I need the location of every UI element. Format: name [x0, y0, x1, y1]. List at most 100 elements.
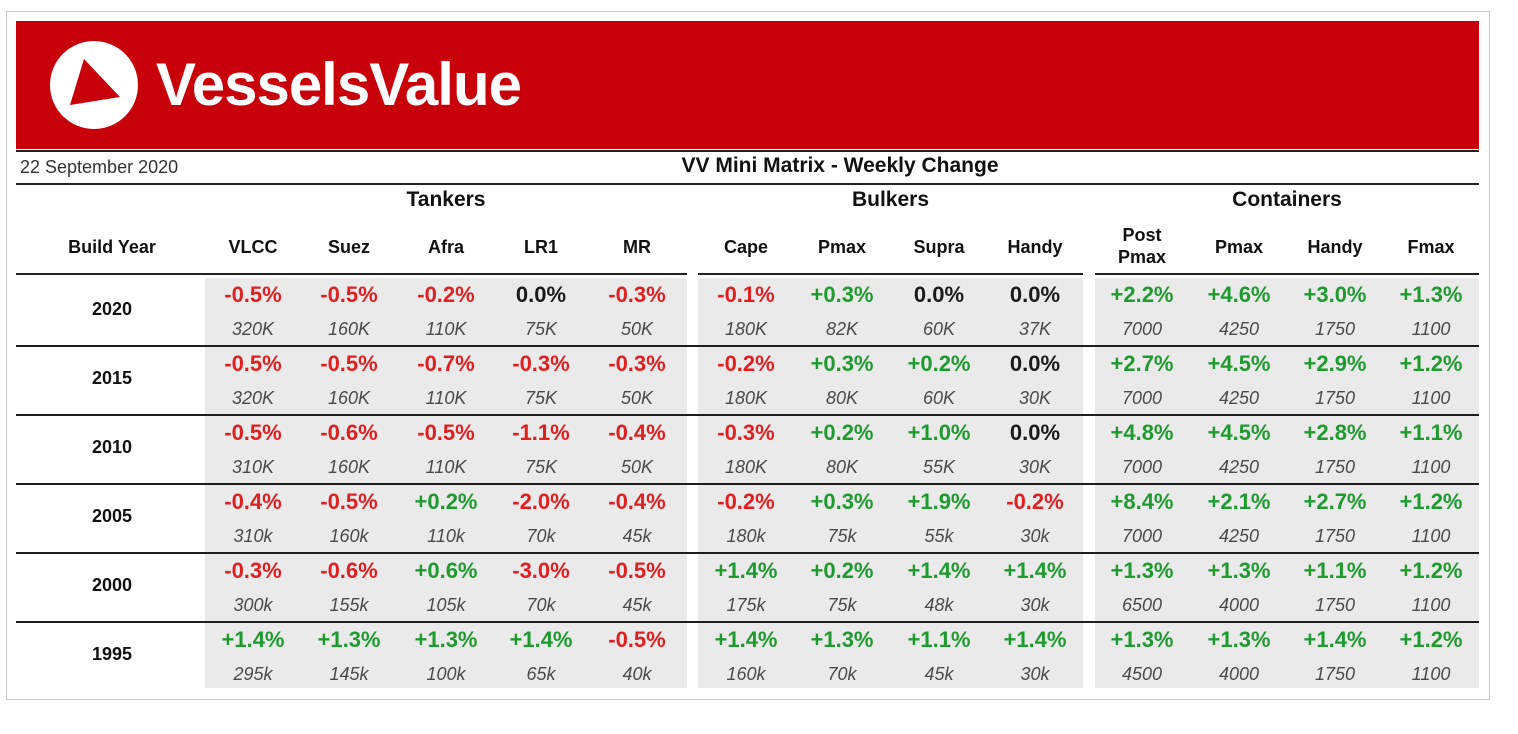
weekly-change-value: -0.5%	[224, 282, 282, 307]
row-separator	[16, 552, 1479, 554]
vessel-size-value: 100k	[426, 664, 466, 684]
vessel-size-value: 75K	[524, 388, 558, 408]
column-header-bulkers-handy: Handy	[1007, 237, 1063, 257]
vessel-size-value: 110k	[427, 526, 465, 546]
weekly-change-value: +0.2%	[414, 489, 478, 514]
weekly-change-value: +0.2%	[907, 351, 971, 376]
column-header-tankers-lr1: LR1	[523, 237, 558, 257]
vessel-size-value: 1100	[1411, 388, 1451, 408]
vessel-size-value: 50K	[620, 319, 654, 339]
weekly-change-value: +2.2%	[1110, 282, 1174, 307]
weekly-change-value: -0.3%	[224, 558, 282, 583]
vessel-size-value: 300k	[233, 595, 273, 615]
vessel-size-value: 75K	[524, 319, 558, 339]
weekly-change-value: 0.0%	[913, 282, 965, 307]
vessel-size-value: 75K	[524, 457, 558, 477]
vessel-size-value: 40k	[622, 664, 652, 684]
vessel-size-value: 80K	[825, 388, 859, 408]
column-header-bulkers-pmax: Pmax	[817, 237, 867, 257]
vessel-size-value: 65k	[526, 664, 556, 684]
vessel-size-value: 4000	[1218, 664, 1260, 684]
weekly-change-value: -0.1%	[717, 282, 775, 307]
vessel-size-value: 80K	[825, 457, 859, 477]
vessel-size-value: 320K	[231, 388, 275, 408]
vessel-size-value: 45k	[924, 664, 954, 684]
weekly-change-value: +3.0%	[1303, 282, 1367, 307]
weekly-change-value: +1.2%	[1399, 489, 1463, 514]
vessel-size-value: 110K	[425, 457, 467, 477]
row-year-2000: 2000	[91, 575, 133, 595]
weekly-change-value: +1.4%	[221, 627, 285, 652]
vessel-size-value: 110K	[425, 388, 467, 408]
group-label-containers: Containers	[1232, 188, 1342, 211]
header-underline-bulkers	[698, 273, 1083, 275]
vessel-size-value: 310k	[233, 526, 273, 546]
column-header-tankers-suez: Suez	[327, 237, 370, 257]
report-date: 22 September 2020	[20, 157, 179, 177]
column-header-containers-fmax: Fmax	[1407, 237, 1455, 257]
weekly-change-value: +2.1%	[1207, 489, 1271, 514]
vessel-size-value: 55k	[924, 526, 954, 546]
vessel-size-value: 82K	[825, 319, 859, 339]
weekly-change-value: -0.2%	[1006, 489, 1064, 514]
vessel-size-value: 50K	[620, 457, 654, 477]
column-header-bulkers-cape: Cape	[723, 237, 768, 257]
weekly-change-value: +0.3%	[810, 282, 874, 307]
vessel-size-value: 4500	[1121, 664, 1163, 684]
group-label-bulkers: Bulkers	[851, 188, 930, 211]
weekly-change-value: -0.5%	[608, 558, 666, 583]
vessel-size-value: 60K	[922, 319, 956, 339]
vessel-size-value: 37K	[1018, 319, 1052, 339]
vessel-size-value: 1750	[1314, 319, 1356, 339]
vessel-size-value: 6500	[1121, 595, 1163, 615]
weekly-change-value: -0.3%	[608, 351, 666, 376]
weekly-change-value: +1.3%	[1207, 627, 1271, 652]
vessel-size-value: 180K	[724, 457, 768, 477]
weekly-change-value: +1.1%	[907, 627, 971, 652]
vessel-size-value: 180K	[724, 388, 768, 408]
weekly-change-value: +1.3%	[317, 627, 381, 652]
vessel-size-value: 310K	[231, 457, 275, 477]
weekly-change-value: -0.4%	[608, 489, 666, 514]
vessel-size-value: 7000	[1121, 526, 1163, 546]
weekly-change-value: +1.3%	[1399, 282, 1463, 307]
header-underline-tankers	[16, 273, 687, 275]
weekly-change-value: +0.3%	[810, 351, 874, 376]
weekly-change-value: +0.3%	[810, 489, 874, 514]
weekly-change-value: -0.2%	[717, 489, 775, 514]
vessel-size-value: 60K	[922, 388, 956, 408]
vessel-size-value: 175k	[726, 595, 766, 615]
vessel-size-value: 180K	[724, 319, 768, 339]
weekly-change-value: +1.4%	[714, 558, 778, 583]
vessel-size-value: 1750	[1314, 595, 1356, 615]
vessel-size-value: 30K	[1018, 457, 1052, 477]
weekly-change-value: -0.5%	[320, 489, 378, 514]
column-header-tankers-vlcc: VLCC	[228, 237, 278, 257]
weekly-change-value: -0.5%	[320, 282, 378, 307]
row-separator	[16, 483, 1479, 485]
weekly-change-value: +8.4%	[1110, 489, 1174, 514]
weekly-change-value: +1.2%	[1399, 351, 1463, 376]
vessel-size-value: 320K	[231, 319, 275, 339]
vessel-size-value: 50K	[620, 388, 654, 408]
weekly-change-value: +0.6%	[414, 558, 478, 583]
weekly-change-value: +1.0%	[907, 420, 971, 445]
weekly-change-value: -0.2%	[717, 351, 775, 376]
vessel-size-value: 155k	[329, 595, 369, 615]
vessel-size-value: 1750	[1314, 457, 1356, 477]
weekly-change-value: -0.3%	[717, 420, 775, 445]
weekly-change-value: +1.9%	[907, 489, 971, 514]
vessel-size-value: 75k	[827, 595, 857, 615]
weekly-change-value: -2.0%	[512, 489, 570, 514]
vessel-size-value: 295k	[233, 664, 273, 684]
vessel-size-value: 45k	[622, 595, 652, 615]
row-year-2020: 2020	[91, 299, 133, 319]
weekly-change-value: +4.5%	[1207, 420, 1271, 445]
weekly-change-value: +2.7%	[1303, 489, 1367, 514]
weekly-change-value: -0.5%	[417, 420, 475, 445]
vessel-size-value: 30k	[1020, 526, 1050, 546]
weekly-change-value: -0.5%	[224, 420, 282, 445]
weekly-change-value: +1.3%	[1110, 558, 1174, 583]
vesselsvalue-logo-icon	[50, 41, 138, 129]
vessel-size-value: 30K	[1018, 388, 1052, 408]
